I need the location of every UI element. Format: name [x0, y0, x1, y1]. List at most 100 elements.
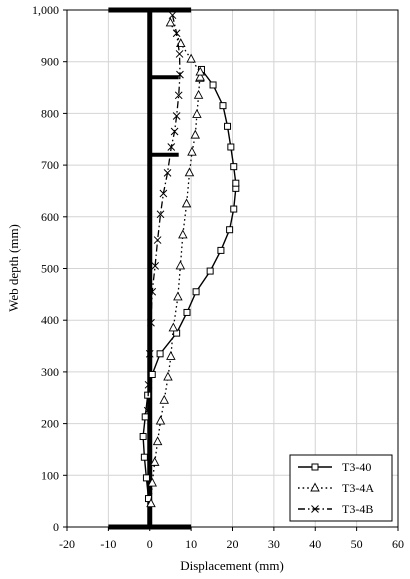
data-point [168, 11, 177, 20]
data-point [230, 163, 238, 171]
data-point [190, 129, 201, 139]
data-point [217, 246, 225, 254]
data-point [151, 262, 159, 270]
data-point [147, 318, 155, 327]
legend-label: T3-4A [342, 481, 374, 495]
data-point [174, 91, 183, 100]
data-point [176, 70, 184, 79]
x-tick-label: -20 [59, 537, 75, 551]
data-point [230, 205, 238, 213]
x-tick-label: 20 [227, 537, 239, 551]
y-tick-label: 900 [41, 55, 59, 69]
data-point [159, 394, 169, 404]
data-point [148, 287, 157, 296]
series-t3-4a [146, 17, 205, 508]
y-tick-label: 100 [41, 468, 59, 482]
data-point [146, 498, 156, 508]
data-point [163, 371, 173, 381]
data-point [172, 29, 181, 38]
data-point [227, 143, 235, 151]
series-line [147, 15, 181, 411]
series-line [142, 69, 237, 499]
y-axis-label: Web depth (mm) [6, 224, 21, 312]
data-point [155, 415, 166, 425]
series-t3-4b [143, 11, 184, 415]
x-axis-label: Displacement (mm) [180, 558, 284, 573]
data-point [193, 89, 204, 99]
y-tick-label: 0 [53, 520, 59, 534]
data-point [168, 322, 179, 332]
y-tick-label: 500 [41, 262, 59, 276]
data-point [183, 308, 191, 316]
x-tick-label: -10 [100, 537, 116, 551]
data-point [232, 179, 240, 187]
data-point [310, 482, 320, 492]
data-point [187, 146, 197, 156]
y-tick-label: 400 [41, 313, 59, 327]
data-point [219, 102, 227, 110]
gridlines [66, 9, 399, 528]
data-point [224, 122, 232, 130]
x-tick-label: 50 [351, 537, 363, 551]
y-tick-label: 600 [41, 210, 59, 224]
data-point [311, 505, 319, 513]
x-tick-label: 40 [309, 537, 321, 551]
x-tick-label: 10 [185, 537, 197, 551]
data-point [166, 350, 176, 360]
data-point [156, 350, 164, 358]
data-point [209, 81, 217, 89]
data-point [143, 406, 152, 415]
data-point [170, 127, 179, 136]
y-tick-label: 700 [41, 158, 59, 172]
data-point [167, 143, 176, 151]
data-point [206, 267, 214, 275]
x-tick-label: 30 [268, 537, 280, 551]
data-point [226, 226, 234, 234]
data-point [311, 463, 319, 471]
data-point [184, 167, 195, 177]
series-group [139, 11, 240, 508]
legend-label: T3-40 [342, 460, 371, 474]
x-tick-label: 60 [392, 537, 404, 551]
data-point [192, 108, 202, 118]
data-point [178, 229, 188, 239]
data-point [156, 210, 165, 219]
data-point [163, 169, 172, 177]
legend: T3-40 T3-4A T3-4B [289, 454, 393, 522]
data-point [175, 260, 186, 270]
tick-labels: -20 -10 0 10 20 30 40 50 60010020030040050060070… [32, 3, 404, 551]
data-point [186, 53, 196, 63]
data-point [144, 380, 153, 389]
data-point [195, 66, 205, 76]
x-tick-label: 0 [147, 537, 153, 551]
y-tick-label: 200 [41, 417, 59, 431]
data-point [181, 198, 192, 208]
data-point [172, 112, 181, 120]
y-tick-label: 800 [41, 106, 59, 120]
data-point [140, 453, 148, 461]
data-point [152, 436, 163, 446]
data-point [175, 50, 184, 58]
data-point [192, 288, 200, 296]
data-point [142, 474, 150, 482]
data-point [159, 189, 168, 198]
y-tick-label: 1,000 [32, 3, 59, 17]
data-point [145, 349, 154, 358]
legend-box [289, 454, 393, 522]
legend-label: T3-4B [342, 502, 373, 516]
data-point [153, 236, 162, 244]
data-point [173, 291, 183, 301]
series-line [150, 22, 201, 504]
data-point [149, 456, 160, 466]
plot-frame [63, 9, 399, 531]
data-point [165, 17, 176, 27]
series-t3-40 [139, 65, 240, 503]
data-point [147, 477, 157, 487]
data-point [148, 370, 156, 378]
data-point [139, 433, 147, 441]
y-tick-label: 300 [41, 365, 59, 379]
web-section [108, 7, 192, 530]
data-point [141, 413, 149, 421]
data-point [195, 71, 205, 81]
